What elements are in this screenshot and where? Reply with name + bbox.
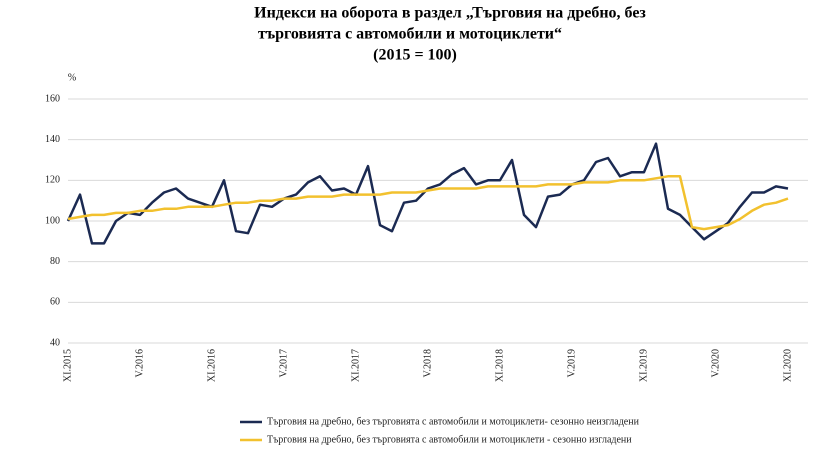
- x-tick-label: XI.2016: [206, 349, 217, 382]
- y-tick-label: 40: [50, 337, 60, 348]
- x-tick-label: V.2018: [422, 349, 433, 377]
- y-tick-label: 100: [45, 215, 60, 226]
- chart-title: търговията с автомобили и мотоциклети“: [258, 26, 562, 43]
- legend-label: Търговия на дребно, без търговията с авт…: [267, 416, 640, 427]
- y-tick-label: 160: [45, 93, 60, 104]
- x-tick-label: V.2019: [566, 349, 577, 377]
- x-tick-label: XI.2019: [638, 349, 649, 382]
- x-tick-label: XI.2017: [350, 349, 361, 382]
- x-tick-label: XI.2020: [782, 349, 793, 382]
- x-tick-label: V.2017: [278, 349, 289, 377]
- y-tick-label: 120: [45, 175, 60, 186]
- y-axis-label: %: [68, 72, 76, 83]
- x-tick-label: V.2020: [710, 349, 721, 377]
- series-line: [67, 175, 789, 231]
- chart-title: Индекси на оборота в раздел „Търговия на…: [254, 5, 646, 22]
- legend-label: Търговия на дребно, без търговията с авт…: [267, 434, 632, 445]
- chart-title: (2015 = 100): [373, 47, 457, 64]
- x-tick-label: XI.2018: [494, 349, 505, 382]
- series-line: [66, 142, 789, 245]
- y-tick-label: 140: [45, 134, 60, 145]
- x-tick-label: V.2016: [134, 349, 145, 377]
- x-tick-label: XI.2015: [62, 349, 73, 382]
- y-tick-label: 60: [50, 297, 60, 308]
- y-tick-label: 80: [50, 256, 60, 267]
